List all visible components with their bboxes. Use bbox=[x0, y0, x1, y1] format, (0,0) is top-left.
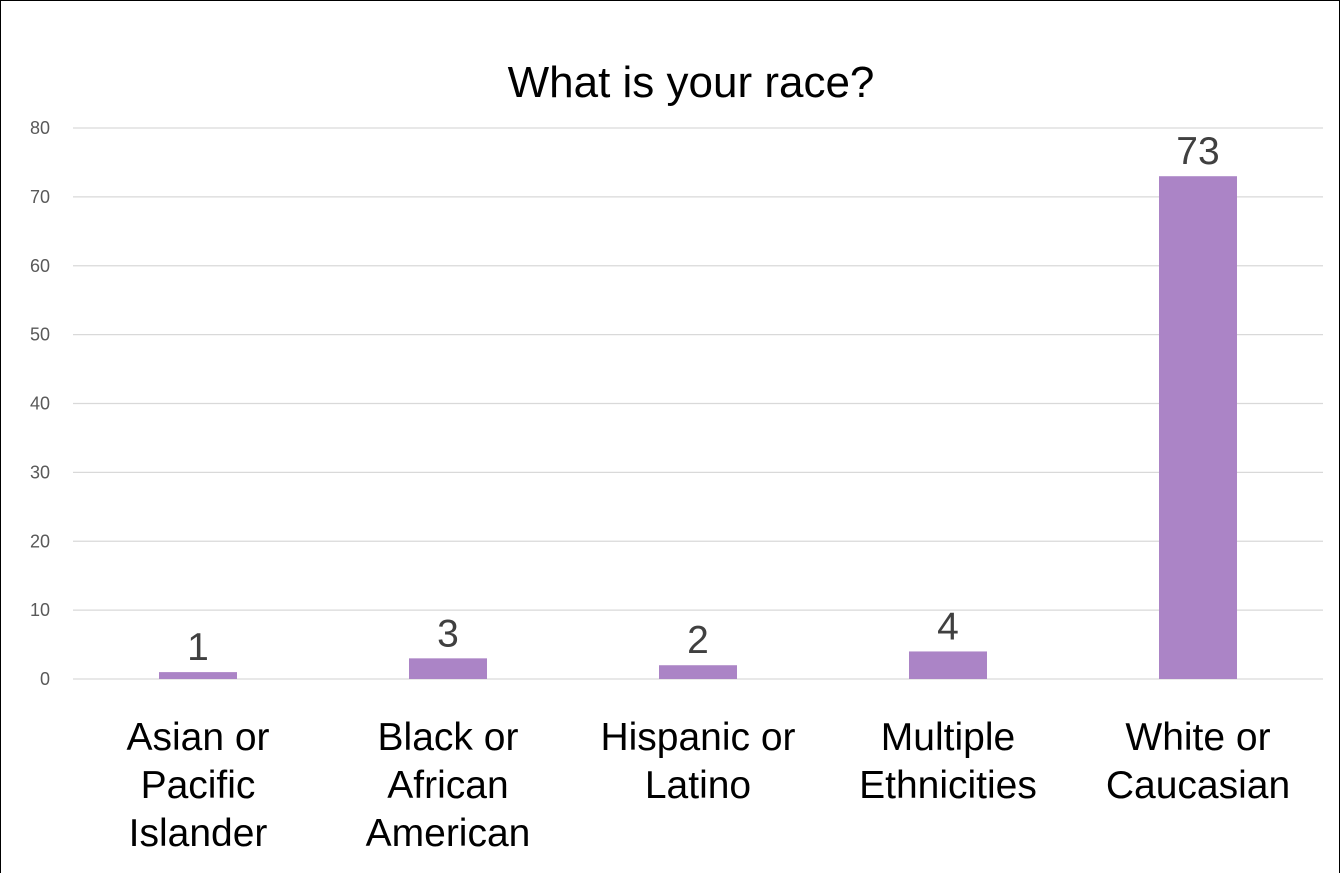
x-tick-label-line: Ethnicities bbox=[859, 764, 1037, 807]
x-axis-categories: Asian or Pacific Islander Black or African Am… bbox=[126, 716, 1290, 855]
data-label: 73 bbox=[1176, 130, 1219, 173]
y-axis-ticks: 0 10 20 30 40 50 60 70 80 bbox=[30, 118, 50, 689]
y-tick-label: 40 bbox=[30, 394, 50, 414]
x-tick-label-line: Caucasian bbox=[1106, 764, 1290, 807]
x-tick-label: Black or African American bbox=[366, 716, 531, 855]
y-tick-label: 0 bbox=[40, 669, 50, 689]
bars bbox=[159, 176, 1237, 679]
y-tick-label: 70 bbox=[30, 187, 50, 207]
bar bbox=[659, 665, 737, 679]
y-tick-label: 80 bbox=[30, 118, 50, 138]
x-tick-label-line: Pacific bbox=[141, 764, 256, 807]
chart-title: What is your race? bbox=[508, 58, 875, 107]
x-tick-label-line: White or bbox=[1125, 716, 1270, 759]
data-labels: 1 3 2 4 73 bbox=[187, 130, 1220, 669]
gridlines bbox=[73, 127, 1323, 680]
x-tick-label-line: Multiple bbox=[881, 716, 1015, 759]
x-tick-label: Multiple Ethnicities bbox=[859, 716, 1037, 807]
y-tick-label: 30 bbox=[30, 462, 50, 482]
x-tick-label-line: American bbox=[366, 812, 531, 855]
data-label: 4 bbox=[937, 605, 959, 648]
y-tick-label: 10 bbox=[30, 600, 50, 620]
x-tick-label: Asian or Pacific Islander bbox=[126, 716, 269, 855]
data-label: 3 bbox=[437, 612, 459, 655]
bar bbox=[909, 651, 987, 679]
x-tick-label: White or Caucasian bbox=[1106, 716, 1290, 807]
bar bbox=[159, 672, 237, 679]
y-tick-label: 20 bbox=[30, 531, 50, 551]
bar bbox=[1159, 176, 1237, 679]
data-label: 1 bbox=[187, 626, 209, 669]
x-tick-label-line: Asian or bbox=[126, 716, 269, 759]
x-tick-label-line: Islander bbox=[129, 812, 268, 855]
x-tick-label-line: African bbox=[387, 764, 508, 807]
data-label: 2 bbox=[687, 619, 709, 662]
x-tick-label-line: Black or bbox=[378, 716, 519, 759]
y-tick-label: 50 bbox=[30, 325, 50, 345]
x-tick-label: Hispanic or Latino bbox=[600, 716, 795, 807]
x-tick-label-line: Hispanic or bbox=[600, 716, 795, 759]
bar bbox=[409, 658, 487, 679]
y-tick-label: 60 bbox=[30, 256, 50, 276]
x-tick-label-line: Latino bbox=[645, 764, 751, 807]
